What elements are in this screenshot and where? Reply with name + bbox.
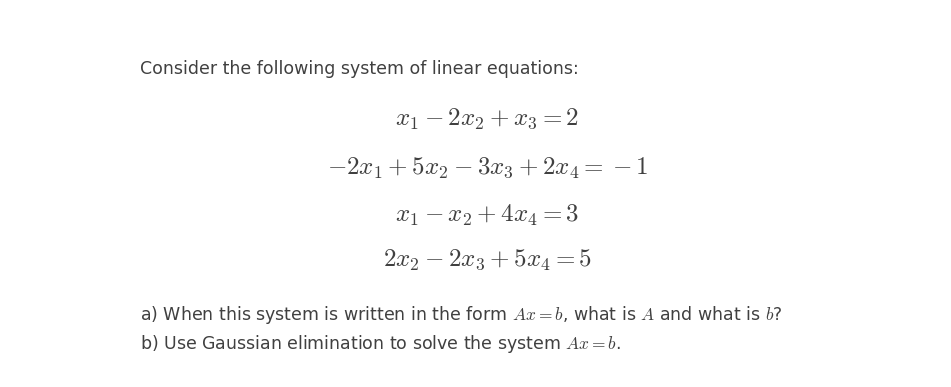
Text: Consider the following system of linear equations:: Consider the following system of linear …: [140, 60, 578, 78]
Text: $2x_2 - 2x_3 + 5x_4 = 5$: $2x_2 - 2x_3 + 5x_4 = 5$: [383, 248, 592, 272]
Text: $-2x_1 + 5x_2 - 3x_3 + 2x_4 = -1$: $-2x_1 + 5x_2 - 3x_3 + 2x_4 = -1$: [326, 155, 649, 180]
Text: b) Use Gaussian elimination to solve the system $\mathbf{\mathit{Ax}} = \mathbf{: b) Use Gaussian elimination to solve the…: [140, 332, 621, 354]
Text: a) When this system is written in the form $\mathbf{\mathit{Ax}} = \mathbf{\math: a) When this system is written in the fo…: [140, 304, 782, 326]
Text: $x_1 - x_2 + 4x_4 = 3$: $x_1 - x_2 + 4x_4 = 3$: [396, 203, 579, 228]
Text: $x_1 - 2x_2 + x_3 = 2$: $x_1 - 2x_2 + x_3 = 2$: [396, 106, 579, 130]
